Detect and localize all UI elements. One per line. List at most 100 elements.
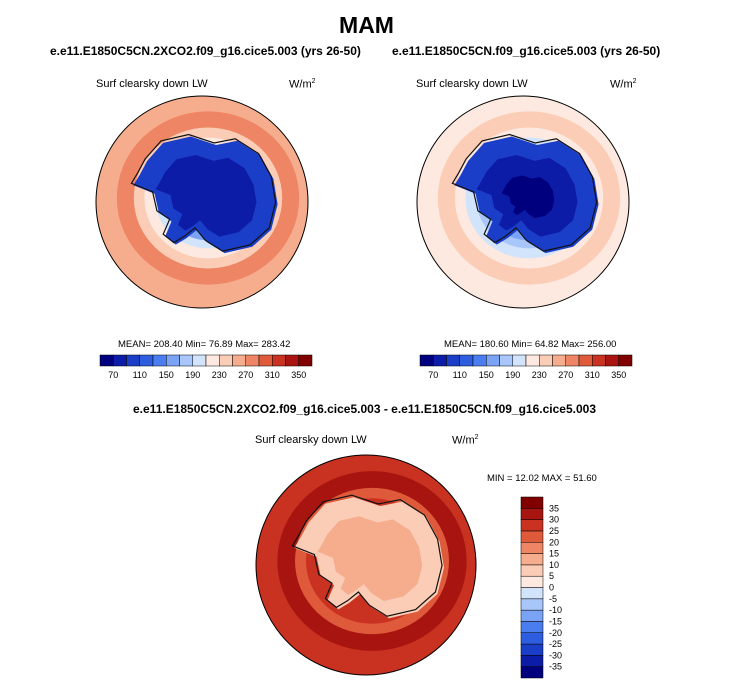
colorbar-tick-label: 350 [291,370,306,380]
colorbar-swatch [520,519,544,532]
colorbar-swatch [520,564,544,577]
colorbar-swatch [520,609,544,622]
colorbar-tick-label: -5 [549,594,557,604]
map-border [416,95,630,309]
colorbar-swatch [520,632,544,645]
colorbar-swatch [166,354,180,367]
panel-1-stats: MEAN= 208.40 Min= 76.89 Max= 283.42 [118,339,291,350]
colorbar-swatch [152,354,167,367]
map-panel-1 [95,95,309,309]
colorbar-tick-label: 110 [453,370,467,380]
panel-1-case-title: e.e11.E1850C5CN.2XCO2.f09_g16.cice5.003 … [50,44,361,58]
map-panel-3 [255,454,477,676]
colorbar-tick-label: 310 [265,370,280,380]
colorbar-swatch [486,354,500,367]
colorbar-swatch [605,354,619,367]
colorbar-swatch [512,354,527,367]
colorbar-tick-label: -15 [549,616,562,626]
colorbar-tick-label: 0 [549,583,554,593]
colorbar-swatch [419,354,434,367]
antarctic-interior-band [501,175,555,219]
colorbar-swatch [520,655,544,667]
antarctica-coastline [291,494,443,617]
panel-2-stats: MEAN= 180.60 Min= 64.82 Max= 256.00 [444,339,617,350]
antarctic-interior-band [317,516,423,601]
colorbar-swatch [258,354,273,367]
colorbar-swatch [113,354,127,367]
antarctica-coastline [451,133,598,252]
colorbar-swatch [285,354,299,367]
colorbar-swatch [232,354,246,367]
colorbar-tick-label: -25 [549,639,562,649]
colorbar-tick-label: 70 [108,370,118,380]
colorbar-swatch [446,354,460,367]
colorbar-tick-label: 110 [133,370,147,380]
colorbar-swatch [126,354,140,367]
colorbar-tick-label: 190 [185,370,200,380]
colorbar-swatch [520,621,544,633]
colorbar-swatch [272,354,286,367]
antarctica-coastline [130,133,277,252]
colorbar-tick-label: 270 [558,370,573,380]
colorbar-tick-label: 310 [585,370,600,380]
map-border [255,454,477,676]
colorbar-swatch [520,666,544,679]
panel-3-stats: MIN = 12.02 MAX = 51.60 [487,473,597,484]
colorbar-tick-label: 350 [611,370,626,380]
colorbar-tick-label: 35 [549,503,559,513]
colorbar-swatch [520,553,544,566]
panel-3-case-title: e.e11.E1850C5CN.2XCO2.f09_g16.cice5.003 … [133,402,596,416]
season-title: MAM [339,12,394,38]
colorbar-swatch [520,598,544,611]
colorbar-swatch [298,354,313,367]
colorbar-tick-label: -30 [549,650,562,660]
colorbar-tick-label: -35 [549,662,562,672]
colorbar-swatch [499,354,513,367]
colorbar-tick-label: -20 [549,628,562,638]
colorbar-swatch [552,354,566,367]
colorbar-swatch [472,354,487,367]
colorbar-swatch [139,354,154,367]
colorbar-2: 70 110 150 190 230 270 310 350 [419,354,633,380]
panel-1-variable-label: Surf clearsky down LW [96,78,208,90]
colorbar-swatch [565,354,580,367]
colorbar-tick-label: 150 [159,370,174,380]
colorbar-tick-label: 30 [549,515,559,525]
colorbar-swatch [525,354,540,367]
panel-2-case-title: e.e11.E1850C5CN.f09_g16.cice5.003 (yrs 2… [392,44,661,58]
colorbar-swatch [520,643,544,656]
panel-2-variable-label: Surf clearsky down LW [416,78,528,90]
colorbar-swatch [592,354,606,367]
colorbar-swatch [192,354,207,367]
colorbar-swatch [179,354,193,367]
colorbar-tick-label: 230 [532,370,547,380]
colorbar-tick-label: 10 [549,560,559,570]
colorbar-1: 70 110 150 190 230 270 310 350 [99,354,313,380]
colorbar-swatch [520,508,544,520]
colorbar-swatch [539,354,553,367]
colorbar-tick-label: 230 [212,370,227,380]
colorbar-swatch [618,354,633,367]
colorbar-swatch [459,354,474,367]
map-border [95,95,309,309]
colorbar-tick-label: -10 [549,605,562,615]
colorbar-swatch [245,354,260,367]
panel-3-variable-label: Surf clearsky down LW [255,434,367,446]
colorbar-swatch [520,587,544,600]
antarctic-interior-band [180,175,234,219]
colorbar-swatch [433,354,447,367]
map-panel-2 [416,95,630,309]
panel-1-units: W/m2 [289,78,316,91]
colorbar-swatch [578,354,593,367]
colorbar-swatch [520,542,544,554]
colorbar-tick-label: 25 [549,526,559,536]
colorbar-tick-label: 70 [428,370,438,380]
colorbar-swatch [520,496,544,509]
colorbar-swatch [520,575,544,588]
colorbar-tick-label: 5 [549,571,554,581]
colorbar-tick-label: 270 [238,370,253,380]
panel-3-units: W/m2 [452,434,479,447]
colorbar-tick-label: 20 [549,537,559,547]
